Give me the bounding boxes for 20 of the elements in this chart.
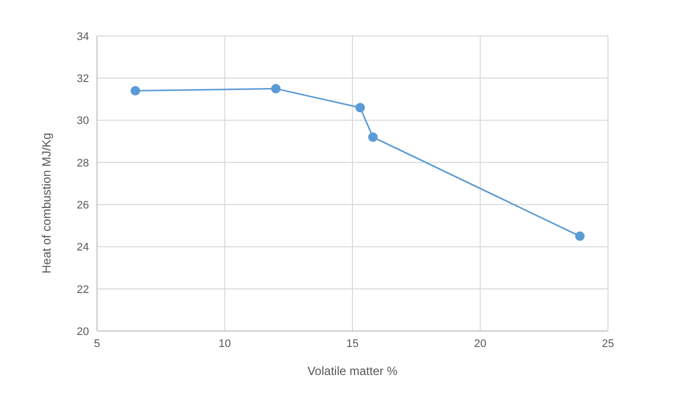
point xyxy=(355,102,365,112)
y-tick-label: 30 xyxy=(76,115,89,128)
point xyxy=(130,86,140,96)
x-tick-label: 5 xyxy=(94,338,100,350)
point xyxy=(368,132,378,142)
y-tick-label: 22 xyxy=(76,284,89,296)
y-axis-title: Heat of combustion MJ/Kg xyxy=(39,132,54,274)
point xyxy=(271,84,281,94)
y-tick-label: 34 xyxy=(76,30,89,43)
y-tick-label: 28 xyxy=(76,157,89,170)
point xyxy=(575,231,585,241)
y-tick-label: 32 xyxy=(76,73,89,86)
x-tick-label: 25 xyxy=(602,338,614,350)
x-axis-title: Volatile matter % xyxy=(307,364,398,378)
y-tick-label: 20 xyxy=(76,326,89,338)
y-tick-label: 24 xyxy=(76,242,89,254)
x-tick-label: 15 xyxy=(346,338,359,350)
x-tick-label: 10 xyxy=(218,338,231,350)
x-tick-label: 20 xyxy=(474,338,486,350)
y-tick-label: 26 xyxy=(76,199,89,212)
